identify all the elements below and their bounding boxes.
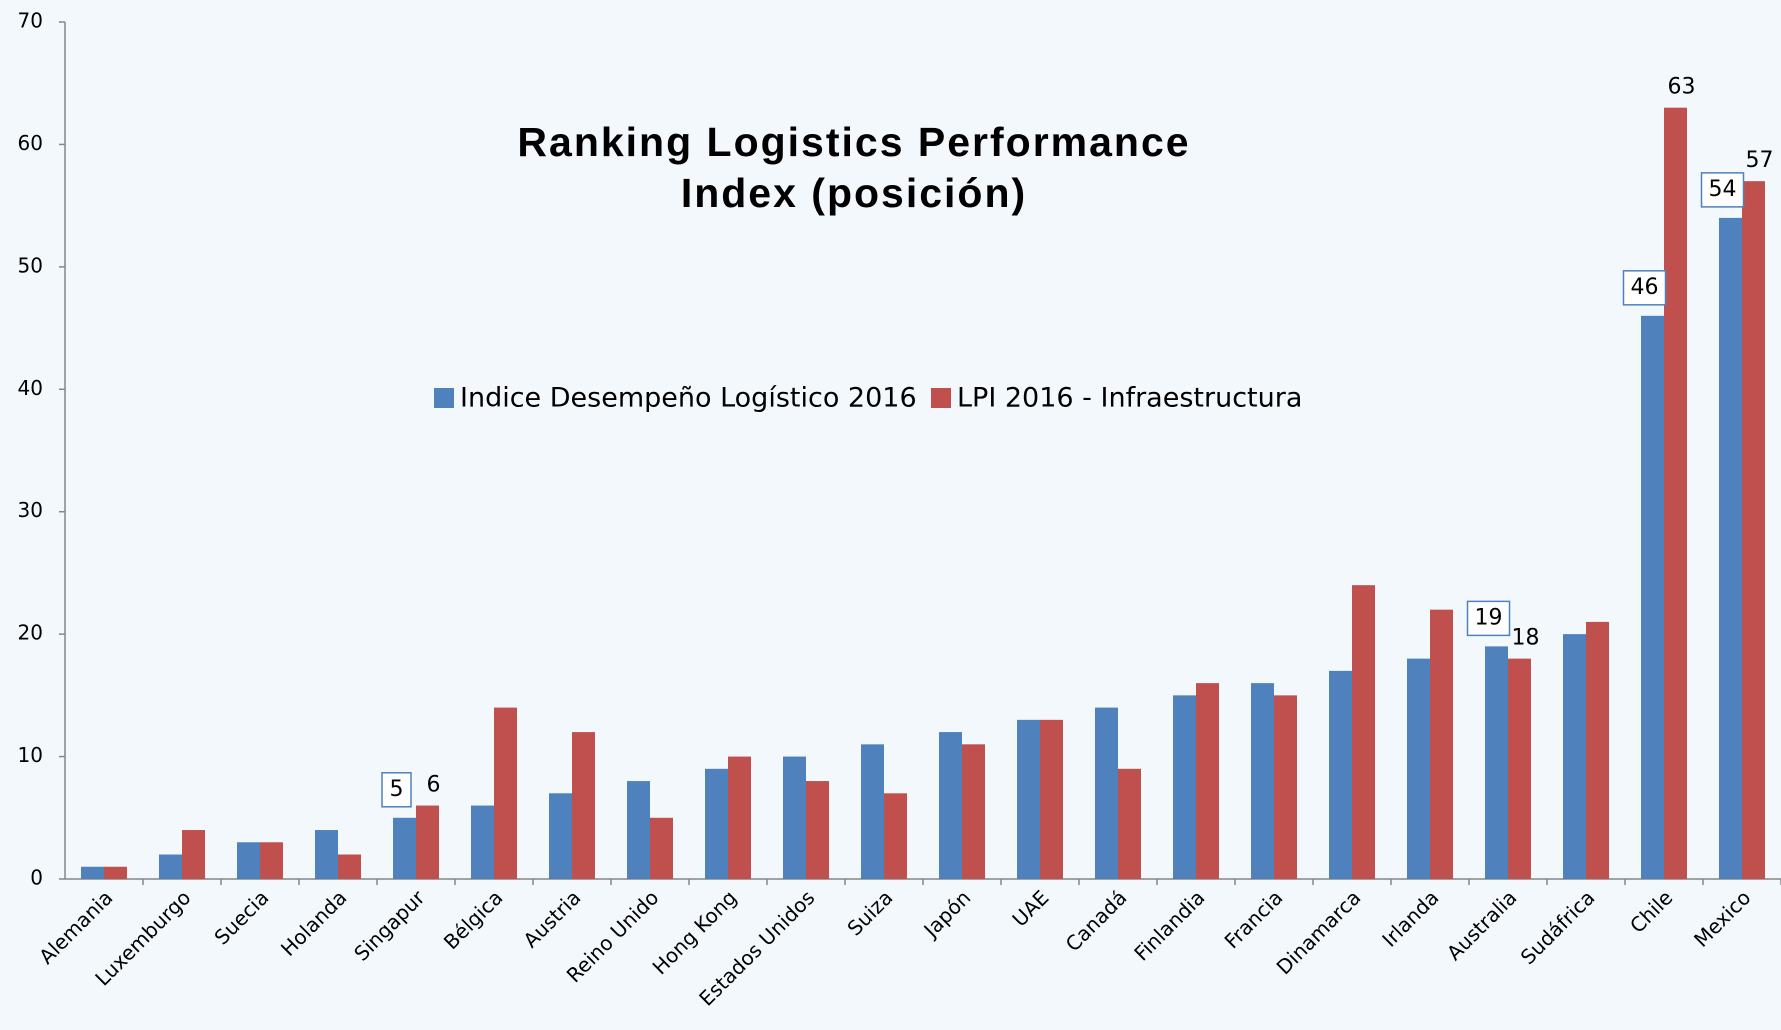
bar <box>260 842 283 879</box>
data-label-box <box>381 772 412 808</box>
data-label: 46 <box>1631 275 1659 300</box>
x-tick-label: Australia <box>1442 885 1522 965</box>
bar <box>471 805 494 879</box>
x-tick-label: Suiza <box>842 885 897 940</box>
bar <box>1641 315 1664 879</box>
x-tick-label: Dinamarca <box>1272 885 1366 979</box>
y-tick-label: 30 <box>18 498 43 522</box>
bar <box>861 744 884 879</box>
bar <box>939 732 962 879</box>
bar <box>806 781 829 879</box>
bar <box>1508 658 1531 879</box>
bar <box>572 732 595 879</box>
bar <box>1352 585 1375 879</box>
bar <box>104 866 127 879</box>
bar <box>1095 707 1118 879</box>
bar <box>1118 768 1141 879</box>
legend-swatch <box>434 388 454 408</box>
x-tick-label: Finlandia <box>1129 885 1209 965</box>
bar <box>1742 181 1765 879</box>
bar <box>1407 658 1430 879</box>
x-tick-label: Japón <box>918 885 976 943</box>
x-tick-label: Mexico <box>1689 885 1755 951</box>
x-tick-label: Sudáfrica <box>1516 885 1600 969</box>
x-tick-label: Canadá <box>1061 885 1132 956</box>
bar <box>1251 683 1274 879</box>
bar <box>416 805 439 879</box>
bar <box>237 842 260 879</box>
data-label-box <box>1622 270 1667 306</box>
bar <box>549 793 572 879</box>
data-label: 6 <box>427 773 441 798</box>
bar <box>1563 634 1586 879</box>
x-tick-label: Irlanda <box>1377 885 1443 951</box>
bar <box>159 854 182 879</box>
x-tick-label: Chile <box>1625 885 1677 937</box>
x-tick-label: Austria <box>518 885 585 952</box>
bar <box>1719 217 1742 879</box>
x-tick-label: Francia <box>1220 885 1288 953</box>
bar <box>705 768 728 879</box>
x-tick-label: Bélgica <box>439 885 508 954</box>
chart-title: Ranking Logistics Performance <box>517 119 1190 165</box>
data-label: 5 <box>390 777 404 802</box>
data-label-box <box>1466 600 1511 637</box>
data-label: 63 <box>1668 75 1696 100</box>
bar <box>338 854 361 879</box>
data-label-box <box>1700 172 1745 208</box>
bar <box>962 744 985 879</box>
data-label: 57 <box>1746 148 1774 173</box>
x-tick-label: Singapur <box>349 885 430 966</box>
bar <box>315 830 338 879</box>
y-tick-label: 60 <box>18 131 43 155</box>
bar <box>1664 107 1687 879</box>
x-tick-label: Alemania <box>34 885 117 968</box>
y-tick-label: 50 <box>18 253 43 277</box>
bar <box>1196 683 1219 879</box>
bar <box>1040 719 1063 879</box>
y-tick-label: 10 <box>18 743 43 767</box>
bar <box>1586 621 1609 879</box>
legend-label: Indice Desempeño Logístico 2016 <box>460 383 917 414</box>
bar <box>1329 670 1352 879</box>
y-tick-label: 70 <box>18 9 43 33</box>
bar <box>182 830 205 879</box>
x-tick-label: UAE <box>1007 885 1053 931</box>
bar <box>1274 695 1297 879</box>
bar <box>81 866 104 879</box>
bar <box>728 756 751 879</box>
chart-title: Index (posición) <box>681 170 1027 216</box>
y-tick-label: 0 <box>30 866 43 890</box>
legend-swatch <box>931 388 951 408</box>
legend-label: LPI 2016 - Infraestructura <box>957 383 1302 414</box>
bar <box>494 707 517 879</box>
bar <box>783 756 806 879</box>
bar <box>1485 646 1508 879</box>
x-tick-label: Holanda <box>276 885 351 960</box>
bar <box>393 817 416 879</box>
y-tick-label: 20 <box>18 621 43 645</box>
data-label: 19 <box>1475 605 1503 630</box>
bar <box>1430 609 1453 879</box>
data-label: 18 <box>1512 626 1540 651</box>
bar <box>884 793 907 879</box>
bar <box>1017 719 1040 879</box>
y-tick-label: 40 <box>18 376 43 400</box>
x-tick-label: Suecia <box>209 885 273 949</box>
bar <box>1173 695 1196 879</box>
bar <box>650 817 673 879</box>
data-label: 54 <box>1709 177 1737 202</box>
bar <box>627 781 650 879</box>
